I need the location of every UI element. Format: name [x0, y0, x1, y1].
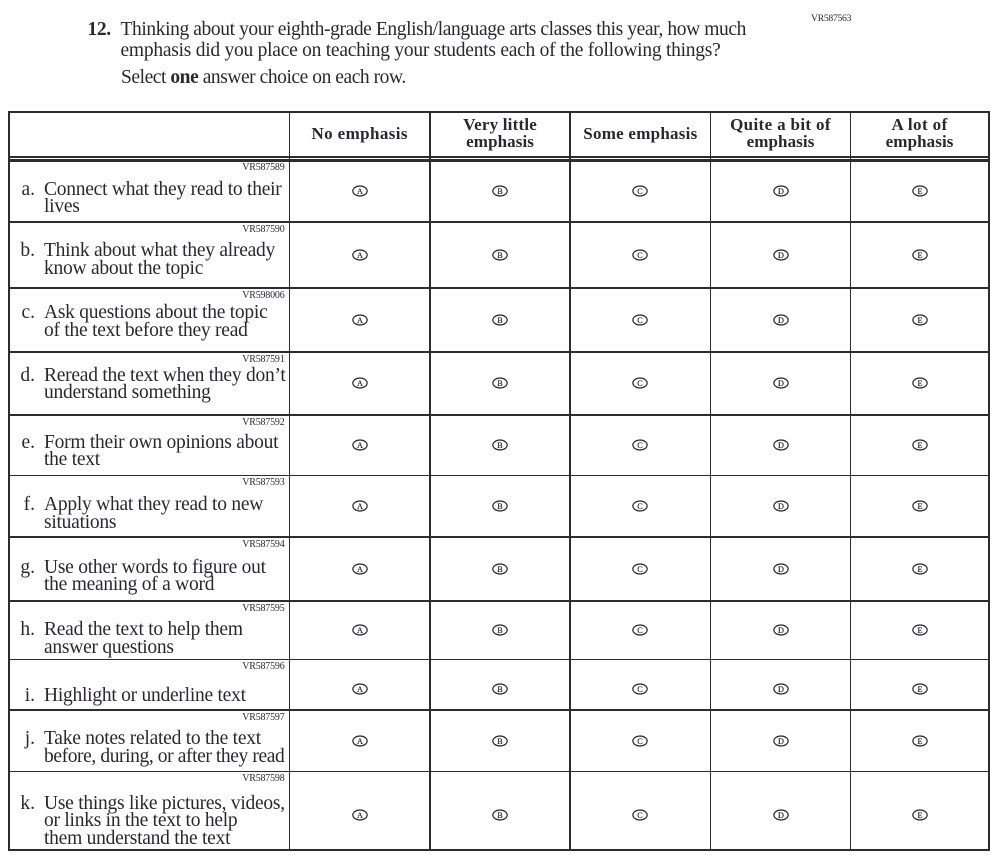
svg-text:B: B: [497, 251, 503, 260]
svg-text:A: A: [357, 685, 363, 694]
svg-text:D: D: [778, 811, 784, 820]
svg-text:B: B: [497, 441, 503, 450]
svg-text:B: B: [497, 379, 503, 388]
svg-text:E: E: [917, 626, 922, 635]
svg-text:A: A: [357, 379, 363, 388]
svg-text:B: B: [497, 187, 503, 196]
svg-text:B: B: [497, 565, 503, 574]
svg-text:D: D: [778, 379, 784, 388]
svg-text:A: A: [357, 737, 363, 746]
svg-text:A: A: [357, 565, 363, 574]
svg-text:D: D: [778, 187, 784, 196]
svg-text:C: C: [638, 441, 644, 450]
svg-text:C: C: [638, 187, 644, 196]
svg-text:E: E: [917, 502, 922, 511]
svg-text:E: E: [917, 737, 922, 746]
svg-text:C: C: [638, 737, 644, 746]
svg-text:C: C: [638, 685, 644, 694]
svg-text:C: C: [638, 565, 644, 574]
svg-text:C: C: [638, 251, 644, 260]
svg-text:D: D: [778, 626, 784, 635]
svg-text:E: E: [917, 441, 922, 450]
svg-text:C: C: [638, 379, 644, 388]
svg-text:A: A: [357, 251, 363, 260]
svg-text:E: E: [917, 379, 922, 388]
svg-text:A: A: [357, 502, 363, 511]
svg-text:D: D: [778, 251, 784, 260]
svg-text:A: A: [357, 441, 363, 450]
svg-text:A: A: [357, 187, 363, 196]
svg-text:E: E: [917, 811, 922, 820]
svg-text:D: D: [778, 441, 784, 450]
svg-text:B: B: [497, 811, 503, 820]
svg-text:B: B: [497, 502, 503, 511]
svg-text:E: E: [917, 316, 922, 325]
svg-text:A: A: [357, 626, 363, 635]
svg-text:E: E: [917, 187, 922, 196]
svg-text:B: B: [497, 316, 503, 325]
svg-text:C: C: [638, 316, 644, 325]
svg-text:E: E: [917, 565, 922, 574]
svg-text:D: D: [778, 316, 784, 325]
svg-text:E: E: [917, 251, 922, 260]
svg-text:E: E: [917, 685, 922, 694]
svg-text:D: D: [778, 737, 784, 746]
svg-text:D: D: [778, 685, 784, 694]
svg-text:B: B: [497, 685, 503, 694]
svg-text:C: C: [638, 626, 644, 635]
svg-text:D: D: [778, 565, 784, 574]
svg-text:B: B: [497, 737, 503, 746]
svg-text:C: C: [638, 811, 644, 820]
svg-text:A: A: [357, 316, 363, 325]
svg-text:C: C: [638, 502, 644, 511]
svg-text:D: D: [778, 502, 784, 511]
svg-text:A: A: [357, 811, 363, 820]
svg-text:B: B: [497, 626, 503, 635]
